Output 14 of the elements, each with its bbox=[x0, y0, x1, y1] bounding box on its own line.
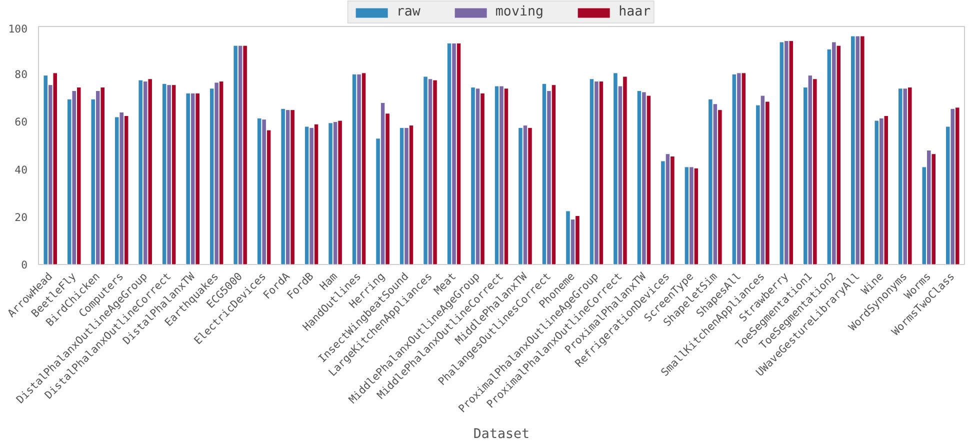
legend-label: raw bbox=[396, 4, 420, 20]
y-tick-label: 0 bbox=[21, 258, 28, 272]
bar bbox=[732, 74, 737, 264]
bar bbox=[43, 75, 48, 264]
y-tick-label: 80 bbox=[14, 68, 28, 82]
y-tick-label: 40 bbox=[14, 163, 28, 176]
y-tick-label: 20 bbox=[14, 210, 28, 224]
legend-label: haar bbox=[618, 4, 651, 20]
y-tick-label: 60 bbox=[14, 116, 28, 129]
bar bbox=[779, 42, 784, 264]
bar bbox=[874, 120, 880, 264]
y-tick-label: 100 bbox=[8, 22, 28, 36]
legend-label: moving bbox=[495, 4, 544, 20]
x-axis-title: Dataset bbox=[473, 426, 530, 442]
